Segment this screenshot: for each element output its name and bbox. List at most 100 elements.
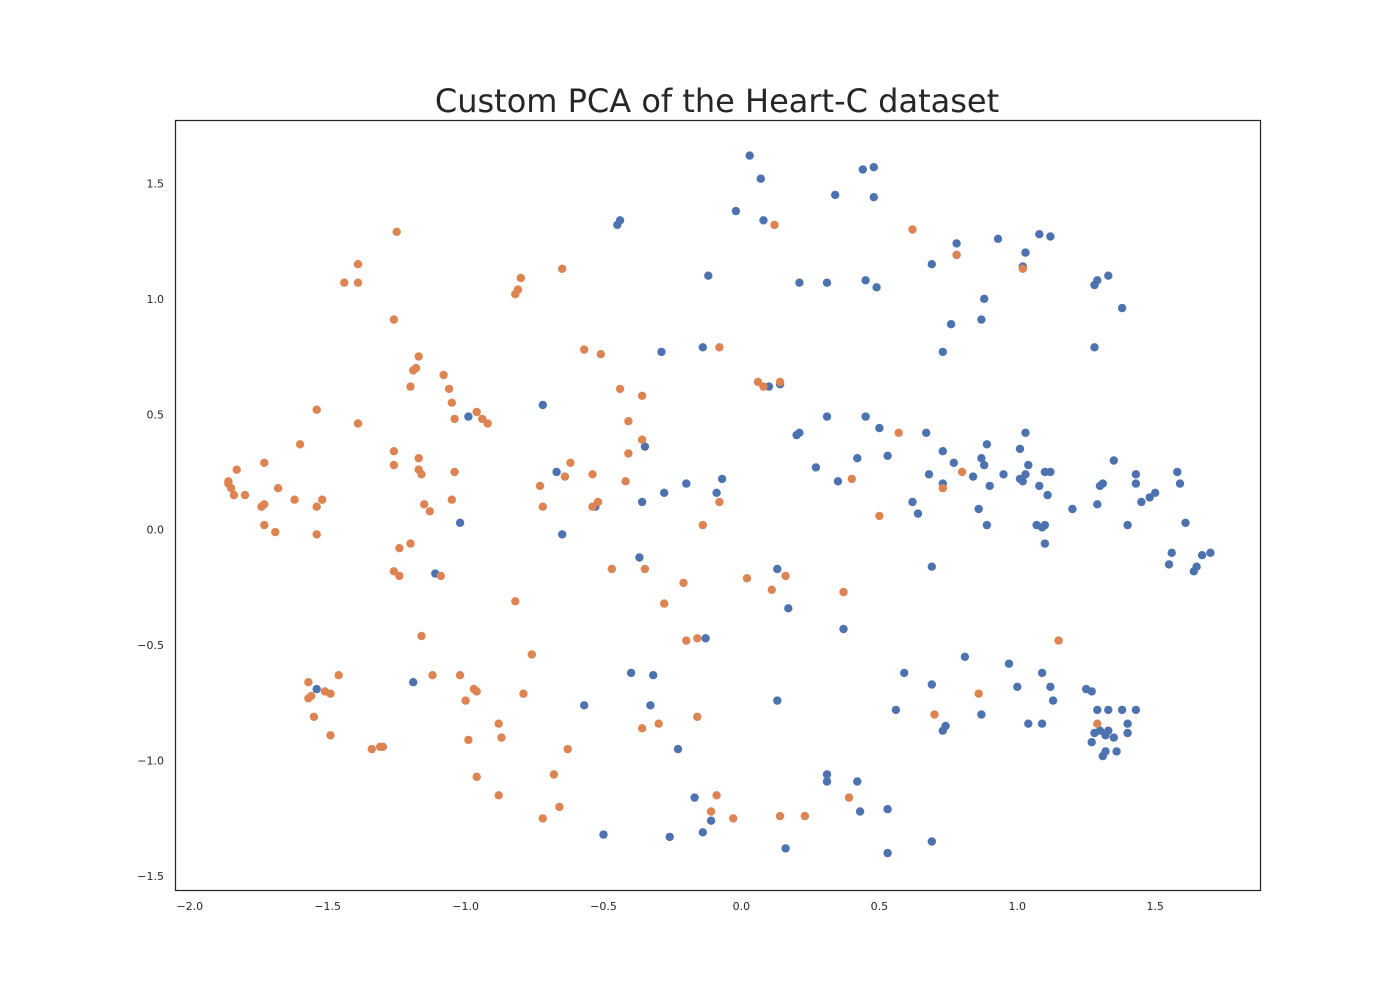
data-point <box>472 407 481 417</box>
data-point <box>312 502 321 511</box>
data-point <box>985 481 994 491</box>
data-point <box>731 206 741 216</box>
data-point <box>960 652 970 661</box>
data-point <box>1068 504 1077 514</box>
data-point <box>527 650 536 659</box>
data-point <box>657 347 666 357</box>
data-point <box>839 624 848 634</box>
data-point <box>1021 248 1030 257</box>
data-point <box>913 509 923 518</box>
data-point <box>927 260 936 269</box>
data-point <box>640 564 650 574</box>
y-tick-label: 1.5 <box>147 177 165 190</box>
data-point <box>715 497 724 507</box>
data-point <box>511 597 520 606</box>
data-point <box>409 678 418 687</box>
data-point <box>853 777 862 786</box>
data-point <box>378 742 388 751</box>
data-point <box>712 791 721 800</box>
data-point <box>927 680 936 689</box>
data-point <box>232 465 241 474</box>
data-point <box>417 631 426 641</box>
data-point <box>1040 520 1050 530</box>
data-point <box>626 668 636 678</box>
data-point <box>927 837 936 846</box>
data-point <box>450 414 459 424</box>
data-point <box>646 701 655 710</box>
data-point <box>977 710 986 719</box>
data-point <box>1093 719 1102 728</box>
data-point <box>425 507 434 516</box>
data-point <box>1151 488 1160 497</box>
data-point <box>938 447 947 456</box>
data-point <box>894 428 903 437</box>
data-point <box>1109 456 1119 465</box>
data-point <box>853 454 862 463</box>
data-point <box>513 285 523 294</box>
data-point <box>304 694 313 703</box>
data-point <box>872 283 881 292</box>
data-point <box>869 163 878 172</box>
data-point <box>593 497 603 507</box>
data-point <box>930 710 939 719</box>
data-point <box>624 417 633 426</box>
data-point <box>847 474 856 484</box>
data-point <box>428 671 437 680</box>
data-point <box>414 454 423 463</box>
data-point <box>436 571 445 581</box>
data-point <box>784 604 793 613</box>
data-point <box>1004 659 1014 668</box>
data-point <box>558 264 567 273</box>
data-point <box>938 484 947 493</box>
data-point <box>957 467 967 477</box>
data-point <box>952 250 961 260</box>
data-point <box>478 414 487 424</box>
data-point <box>447 398 456 407</box>
data-point <box>753 377 763 387</box>
x-tick-label: −2.0 <box>176 900 203 913</box>
data-point <box>1131 479 1141 488</box>
data-point <box>1093 705 1102 715</box>
data-point <box>395 544 404 553</box>
data-point <box>535 481 545 491</box>
data-point <box>908 225 917 234</box>
data-point <box>982 440 992 449</box>
data-point <box>698 828 707 837</box>
data-point <box>715 343 724 352</box>
data-point <box>949 458 958 467</box>
data-point <box>389 447 399 456</box>
data-point <box>712 488 721 497</box>
data-point <box>260 520 269 530</box>
data-point <box>1040 539 1050 548</box>
x-axis-ticks: −2.0 −1.5 −1.0 −0.5 0.0 0.5 1.0 1.5 <box>176 900 1164 913</box>
data-point <box>1015 444 1025 454</box>
data-point <box>693 634 702 643</box>
data-point <box>1048 696 1058 705</box>
data-point <box>946 320 956 329</box>
data-point <box>271 527 280 537</box>
data-point <box>1093 500 1102 509</box>
data-point <box>519 689 528 698</box>
data-point <box>240 490 250 500</box>
data-point <box>800 811 810 821</box>
data-point <box>599 830 608 839</box>
data-point <box>538 814 547 823</box>
data-point <box>538 400 547 410</box>
y-tick-label: −1.0 <box>137 755 164 768</box>
data-point <box>993 234 1003 243</box>
data-point <box>472 772 481 781</box>
data-point <box>701 634 710 643</box>
data-point <box>759 382 768 391</box>
data-point <box>1123 719 1132 728</box>
data-point <box>1021 428 1030 437</box>
data-point <box>447 495 456 504</box>
data-point <box>326 731 335 740</box>
data-point <box>968 472 978 481</box>
data-point <box>1123 520 1132 530</box>
data-point <box>795 278 804 287</box>
data-point <box>1104 271 1113 280</box>
data-point <box>340 278 349 287</box>
data-point <box>417 470 426 479</box>
x-tick-label: −1.5 <box>314 900 341 913</box>
